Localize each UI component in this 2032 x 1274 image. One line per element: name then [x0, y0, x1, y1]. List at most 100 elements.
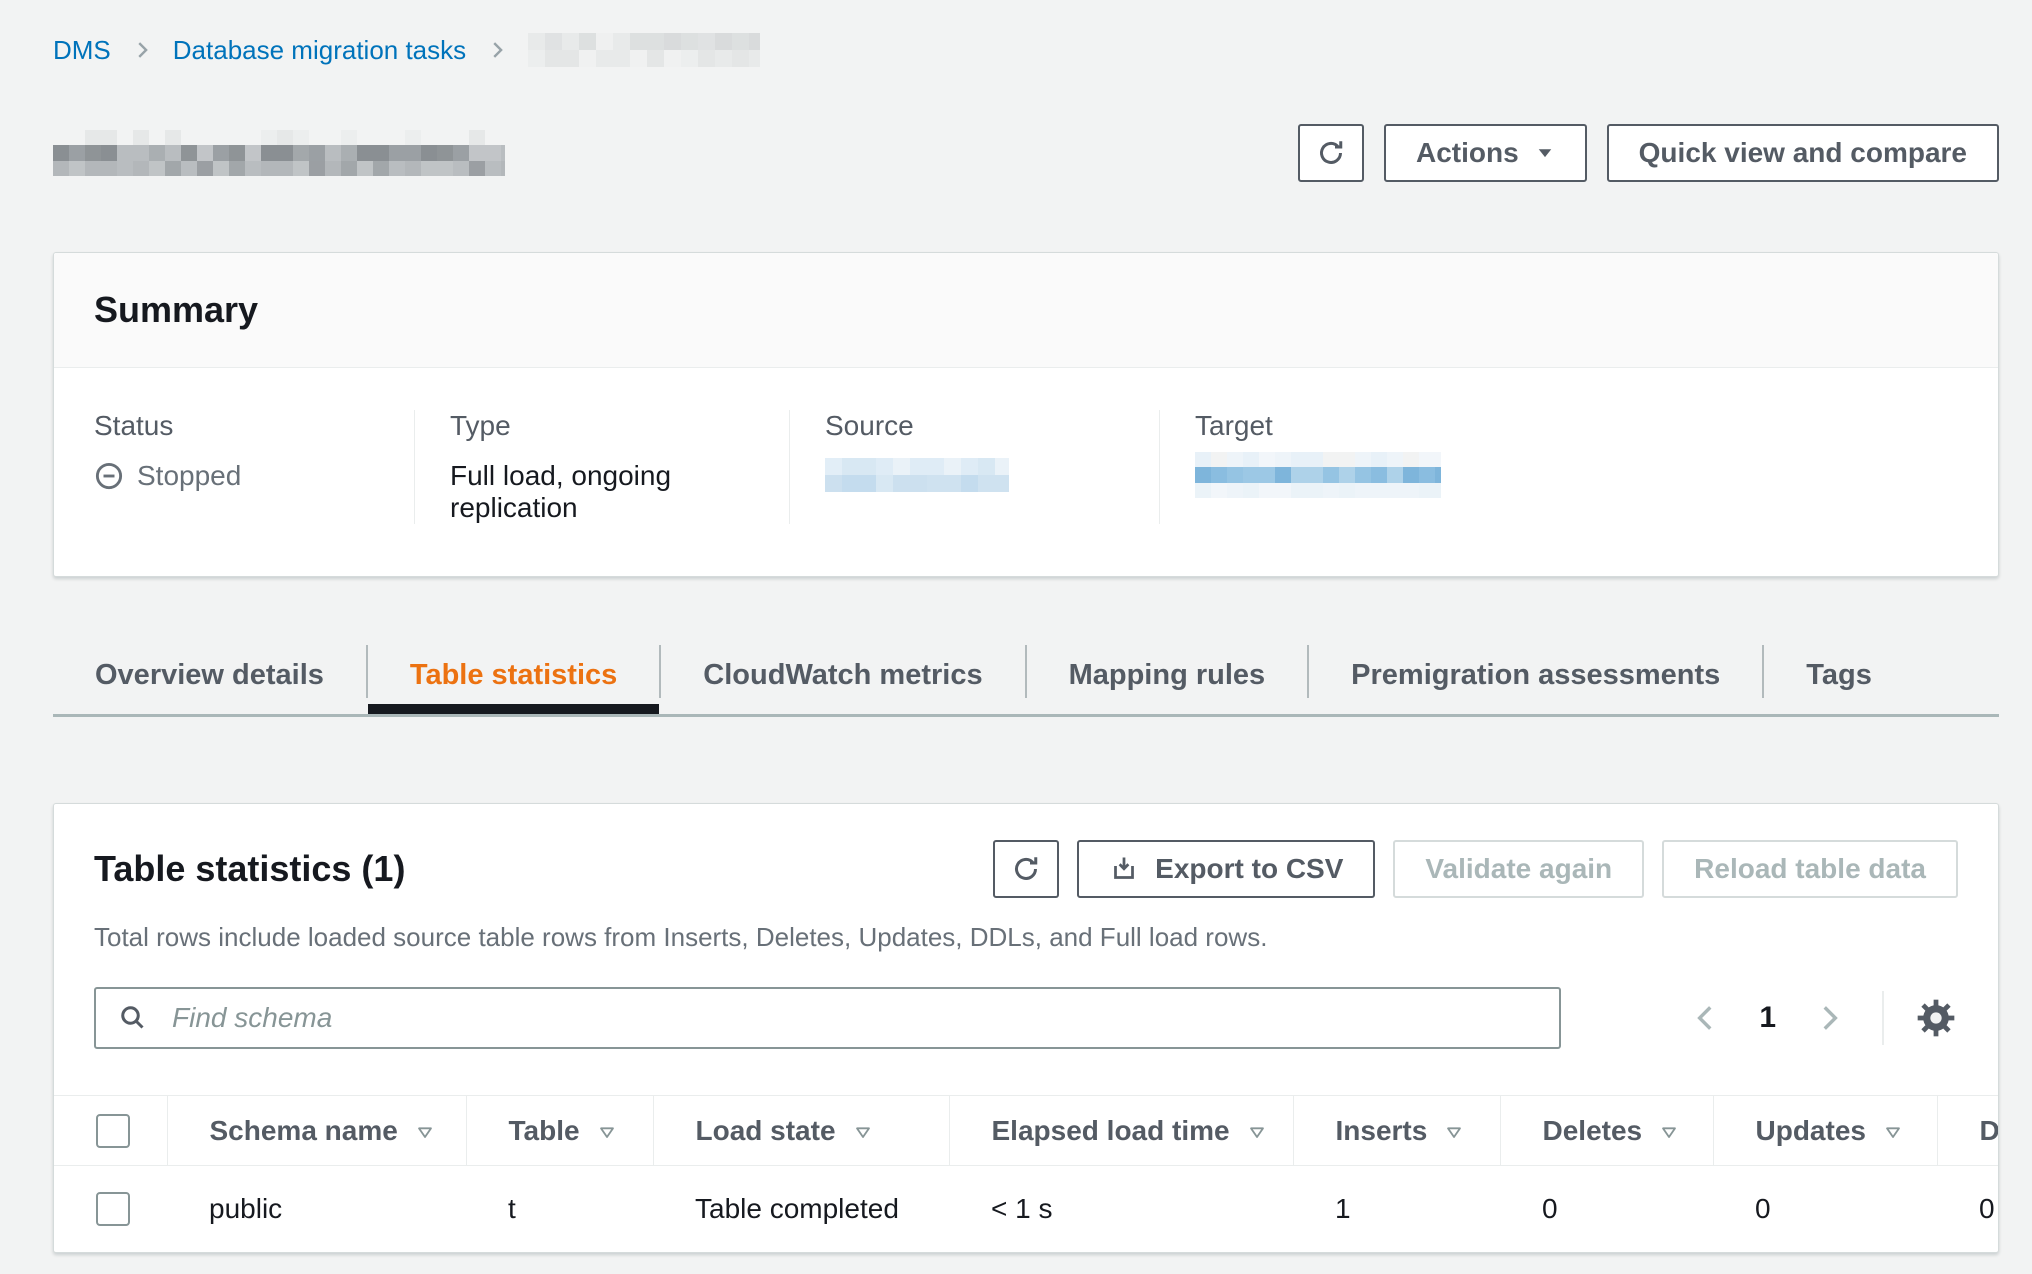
validate-again-button[interactable]: Validate again: [1393, 840, 1645, 898]
tab-table-statistics[interactable]: Table statistics: [367, 637, 660, 714]
sort-icon: [1662, 1126, 1676, 1138]
redaction-pixel: [69, 160, 85, 176]
column-label: Updates: [1755, 1114, 1866, 1146]
redaction-pixel: [149, 160, 165, 176]
redaction-pixel: [501, 160, 505, 176]
find-schema-input[interactable]: [94, 987, 1561, 1049]
redaction-pixel: [53, 145, 69, 161]
redaction-pixel: [85, 130, 101, 146]
select-all-checkbox[interactable]: [96, 1113, 130, 1148]
redaction-pixel: [749, 33, 761, 50]
tab-divider: [365, 645, 368, 698]
redaction-pixel: [1291, 452, 1307, 468]
column-header-deletes[interactable]: Deletes: [1499, 1095, 1713, 1166]
redaction-pixel: [1195, 467, 1211, 483]
status-value: Stopped: [94, 460, 414, 492]
redaction-pixel: [1227, 482, 1243, 498]
current-page-number[interactable]: 1: [1759, 1001, 1776, 1034]
cell-elapsed-load-time: < 1 s: [991, 1192, 1053, 1224]
redaction-pixel: [117, 145, 133, 161]
schema-search: [94, 987, 1561, 1049]
column-header-schema-name[interactable]: Schema name: [166, 1095, 466, 1166]
redaction-pixel: [357, 130, 373, 146]
column-header-updates[interactable]: Updates: [1712, 1095, 1937, 1166]
redaction-pixel: [341, 160, 357, 176]
redaction-pixel: [1435, 467, 1441, 483]
next-page-button[interactable]: [1812, 1001, 1846, 1035]
quick-view-compare-button[interactable]: Quick view and compare: [1606, 124, 1999, 182]
column-label: Load state: [695, 1114, 836, 1146]
cell-updates: 0: [1755, 1192, 1771, 1224]
redaction-row: [53, 160, 505, 176]
table-refresh-button[interactable]: [993, 840, 1060, 898]
redaction-pixel: [229, 160, 245, 176]
redaction-pixel: [859, 458, 876, 475]
redaction-pixel: [293, 130, 309, 146]
redaction-pixel: [528, 50, 546, 67]
redaction-pixel: [893, 458, 910, 475]
redaction-pixel: [261, 145, 277, 161]
export-to-csv-button[interactable]: Export to CSV: [1077, 840, 1376, 898]
redaction-pixel: [978, 458, 995, 475]
summary-field-status: Status Stopped: [54, 410, 414, 524]
redaction-pixel: [978, 475, 995, 492]
tab-premigration-assessments[interactable]: Premigration assessments: [1351, 659, 1721, 691]
row-checkbox[interactable]: [96, 1191, 130, 1226]
breadcrumb-current-redacted: [528, 33, 761, 67]
redaction-pixel: [389, 160, 405, 176]
breadcrumb-link-migration-tasks[interactable]: Database migration tasks: [172, 34, 467, 65]
tab-overview-details[interactable]: Overview details: [95, 659, 324, 691]
redaction-pixel: [842, 475, 859, 492]
reload-table-data-button[interactable]: Reload table data: [1662, 840, 1958, 898]
column-header-elapsed-load-time[interactable]: Elapsed load time: [948, 1095, 1293, 1166]
column-header-inserts[interactable]: Inserts: [1292, 1095, 1500, 1166]
redaction-pixel: [53, 130, 69, 146]
tab-cloudwatch-metrics[interactable]: CloudWatch metrics: [703, 659, 983, 691]
sort-icon: [1447, 1126, 1462, 1138]
column-label: D: [1979, 1114, 1999, 1146]
redaction-pixel: [85, 145, 101, 161]
redaction-pixel: [562, 50, 580, 67]
source-label: Source: [825, 410, 914, 441]
redaction-pixel: [197, 145, 213, 161]
previous-page-button[interactable]: [1689, 1001, 1723, 1035]
redaction-pixel: [437, 145, 453, 161]
target-value-redacted[interactable]: [1195, 452, 1441, 498]
redaction-pixel: [647, 50, 665, 67]
redaction-pixel: [213, 160, 229, 176]
redaction-pixel: [469, 160, 485, 176]
redaction-pixel: [181, 145, 197, 161]
column-header-table[interactable]: Table: [465, 1095, 653, 1166]
redaction-pixel: [1355, 467, 1371, 483]
sort-icon: [855, 1126, 870, 1138]
column-header-load-state[interactable]: Load state: [652, 1095, 949, 1166]
redaction-pixel: [579, 33, 597, 50]
refresh-button[interactable]: [1297, 124, 1364, 182]
redaction-pixel: [165, 130, 181, 146]
tab-tags[interactable]: Tags: [1806, 659, 1872, 691]
table-preferences-button[interactable]: [1914, 996, 1958, 1040]
actions-dropdown-button[interactable]: Actions: [1383, 124, 1587, 182]
search-icon: [118, 1003, 148, 1033]
redaction-pixel: [213, 145, 229, 161]
cell-inserts: 1: [1335, 1192, 1351, 1224]
table-toolbar: 1: [94, 987, 1958, 1049]
redaction-pixel: [613, 33, 631, 50]
redaction-pixel: [876, 475, 893, 492]
breadcrumb-link-dms[interactable]: DMS: [53, 34, 111, 65]
pagination-divider: [1882, 991, 1884, 1045]
redaction-pixel: [1371, 452, 1387, 468]
redaction-pixel: [732, 50, 750, 67]
redaction-pixel: [133, 145, 149, 161]
redaction-pixel: [1243, 467, 1259, 483]
redaction-pixel: [893, 475, 910, 492]
tab-divider: [659, 645, 662, 698]
sort-icon: [1249, 1126, 1264, 1138]
source-value-redacted[interactable]: [825, 458, 1009, 492]
tab-mapping-rules[interactable]: Mapping rules: [1068, 659, 1266, 691]
redaction-row: [528, 33, 761, 50]
redaction-pixel: [197, 160, 213, 176]
redaction-pixel: [715, 33, 733, 50]
redaction-pixel: [630, 33, 648, 50]
